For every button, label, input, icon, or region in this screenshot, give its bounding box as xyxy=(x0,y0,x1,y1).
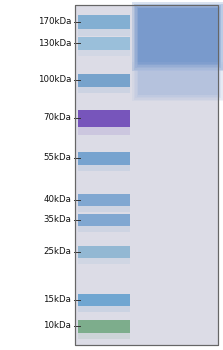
Bar xyxy=(78,74,130,86)
Bar xyxy=(78,36,130,49)
Bar xyxy=(132,2,223,71)
Text: 170kDa: 170kDa xyxy=(38,18,71,27)
Bar xyxy=(75,5,218,345)
Bar xyxy=(78,214,130,226)
Text: 25kDa: 25kDa xyxy=(43,247,71,257)
Bar xyxy=(75,5,218,345)
Bar xyxy=(78,86,130,93)
Bar xyxy=(78,206,130,212)
Text: 35kDa: 35kDa xyxy=(43,216,71,224)
Bar xyxy=(134,63,223,99)
Bar xyxy=(78,110,130,126)
Bar xyxy=(97,5,104,345)
Bar xyxy=(134,4,223,70)
Bar xyxy=(125,5,132,345)
Bar xyxy=(78,15,130,29)
Bar xyxy=(143,5,150,345)
Bar xyxy=(100,5,107,345)
Bar xyxy=(129,5,136,345)
Bar xyxy=(78,126,130,135)
Bar xyxy=(86,5,93,345)
Text: 130kDa: 130kDa xyxy=(38,38,71,48)
Bar xyxy=(78,306,130,312)
Bar xyxy=(135,65,221,98)
Bar xyxy=(78,152,130,164)
Bar xyxy=(93,5,100,345)
Text: 55kDa: 55kDa xyxy=(43,154,71,162)
Bar xyxy=(118,5,125,345)
Bar xyxy=(78,49,130,56)
Bar xyxy=(78,332,130,339)
Text: 15kDa: 15kDa xyxy=(43,295,71,304)
Text: 40kDa: 40kDa xyxy=(43,196,71,204)
Bar xyxy=(136,66,219,97)
Bar xyxy=(111,5,118,345)
Bar xyxy=(139,5,147,345)
Bar xyxy=(78,294,130,306)
Bar xyxy=(82,5,89,345)
Bar xyxy=(78,246,130,258)
Bar xyxy=(78,258,130,264)
Bar xyxy=(136,7,219,66)
Bar xyxy=(89,5,97,345)
Bar xyxy=(138,8,218,65)
Text: 100kDa: 100kDa xyxy=(38,76,71,84)
Bar xyxy=(78,29,130,36)
Bar xyxy=(114,5,122,345)
Bar xyxy=(132,62,223,101)
Bar xyxy=(104,5,111,345)
Bar xyxy=(136,5,143,345)
Bar xyxy=(107,5,114,345)
Bar xyxy=(122,5,129,345)
Bar xyxy=(75,5,82,345)
Bar xyxy=(78,5,86,345)
Bar xyxy=(78,164,130,171)
Bar xyxy=(132,5,139,345)
Bar xyxy=(138,68,218,95)
Bar xyxy=(78,226,130,232)
Text: 70kDa: 70kDa xyxy=(43,113,71,122)
Text: 10kDa: 10kDa xyxy=(43,322,71,330)
Bar xyxy=(78,320,130,332)
Bar xyxy=(135,5,221,68)
Bar xyxy=(78,194,130,206)
